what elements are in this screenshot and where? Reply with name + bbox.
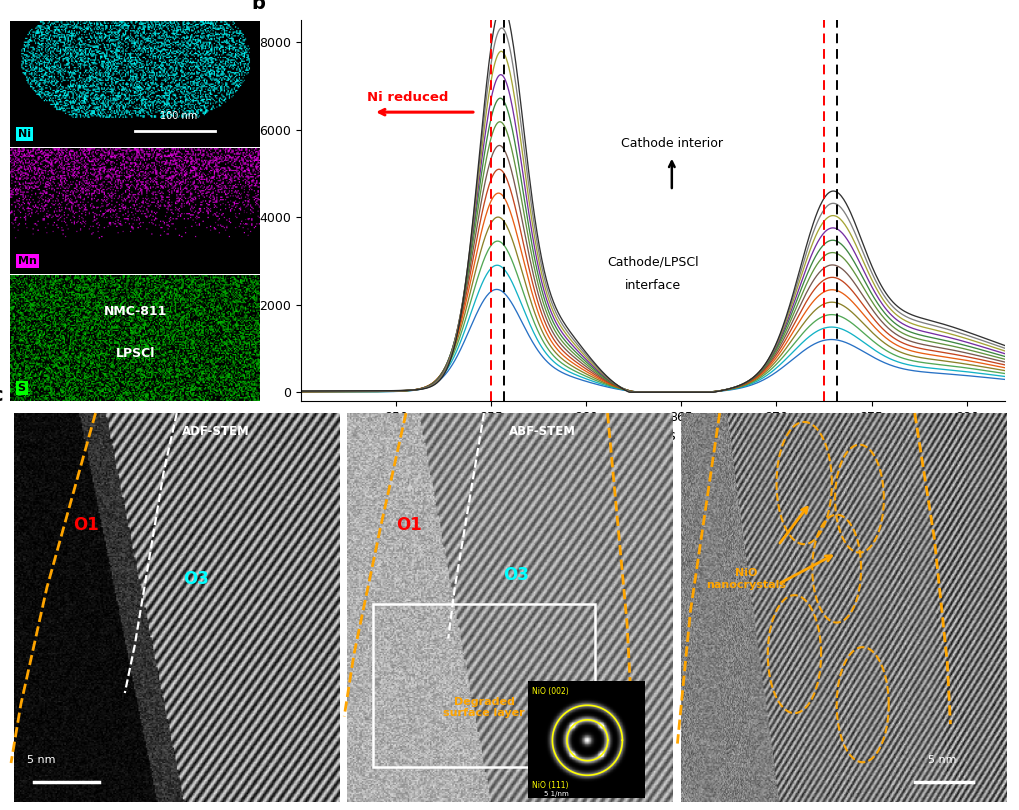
Text: interface: interface: [624, 279, 681, 292]
Text: 5 nm: 5 nm: [927, 755, 955, 765]
Text: c: c: [0, 386, 3, 405]
Text: O3: O3: [503, 566, 529, 584]
Text: ADF-STEM: ADF-STEM: [181, 424, 250, 437]
Text: Cathode/LPSCl: Cathode/LPSCl: [606, 255, 698, 268]
Text: 5 nm: 5 nm: [28, 755, 56, 765]
Text: NMC-811: NMC-811: [103, 305, 167, 318]
Text: Ni: Ni: [17, 129, 31, 139]
Text: NiO (111): NiO (111): [532, 782, 568, 791]
Text: Ni reduced: Ni reduced: [367, 92, 448, 104]
Text: NiO
nanocrystals: NiO nanocrystals: [705, 569, 785, 590]
Text: Mn: Mn: [17, 256, 37, 266]
Text: 5 1/nm: 5 1/nm: [543, 791, 568, 797]
X-axis label: Energy loss (eV): Energy loss (eV): [596, 429, 708, 443]
Y-axis label: Counts: Counts: [239, 186, 254, 235]
Text: O1: O1: [395, 516, 422, 534]
Text: Cathode interior: Cathode interior: [621, 137, 722, 150]
Text: 100 nm: 100 nm: [160, 111, 198, 122]
Text: b: b: [252, 0, 265, 13]
Bar: [373, 603, 594, 767]
Text: Degraded
surface layer: Degraded surface layer: [442, 697, 525, 718]
Text: O1: O1: [72, 516, 99, 534]
Text: ABF-STEM: ABF-STEM: [508, 424, 576, 437]
Text: O3: O3: [183, 570, 209, 588]
Text: S: S: [17, 383, 25, 393]
Text: LPSCl: LPSCl: [115, 347, 155, 360]
Text: NiO (002): NiO (002): [532, 687, 569, 696]
